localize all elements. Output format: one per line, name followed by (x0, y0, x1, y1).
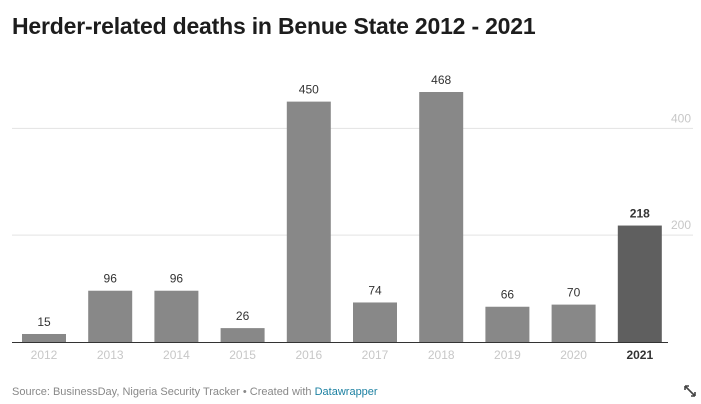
x-tick-label: 2020 (560, 348, 587, 362)
bar (88, 290, 133, 342)
x-tick-label: 2021 (626, 348, 653, 362)
x-tick-label: 2015 (229, 348, 256, 362)
data-label: 26 (236, 309, 250, 323)
data-label: 450 (299, 83, 319, 97)
x-tick-label: 2013 (97, 348, 124, 362)
data-label: 218 (630, 207, 650, 221)
data-label: 96 (170, 272, 184, 286)
x-tick-label: 2014 (163, 348, 190, 362)
bar (551, 304, 596, 342)
chart-footer: Source: BusinessDay, Nigeria Security Tr… (12, 386, 378, 398)
x-tick-label: 2017 (362, 348, 389, 362)
bar (154, 290, 199, 342)
data-label: 74 (368, 283, 382, 297)
x-tick-label: 2016 (295, 348, 322, 362)
x-tick-label: 2012 (31, 348, 58, 362)
bar (353, 302, 397, 342)
bar-chart: 200 400 15 2012 96 2013 96 2014 26 2015 450 2016 74 2… (12, 73, 693, 362)
data-label: 66 (501, 288, 515, 302)
bar (617, 225, 662, 342)
x-tick-label: 2018 (428, 348, 455, 362)
data-label: 468 (431, 73, 451, 87)
bar (220, 328, 265, 342)
bar (419, 92, 464, 342)
data-label: 15 (37, 315, 51, 329)
bar (485, 306, 530, 342)
data-label: 70 (567, 286, 581, 300)
y-tick-label: 200 (671, 218, 691, 232)
bar (286, 101, 331, 342)
datawrapper-link[interactable]: Datawrapper (314, 386, 378, 398)
x-tick-label: 2019 (494, 348, 521, 362)
bar (22, 333, 66, 342)
y-tick-label: 400 (671, 111, 691, 125)
chart-title: Herder-related deaths in Benue State 201… (12, 13, 536, 39)
source-note: Source: BusinessDay, Nigeria Security Tr… (12, 386, 315, 398)
resize-diagonal-icon[interactable] (684, 385, 696, 397)
data-label: 96 (104, 272, 118, 286)
